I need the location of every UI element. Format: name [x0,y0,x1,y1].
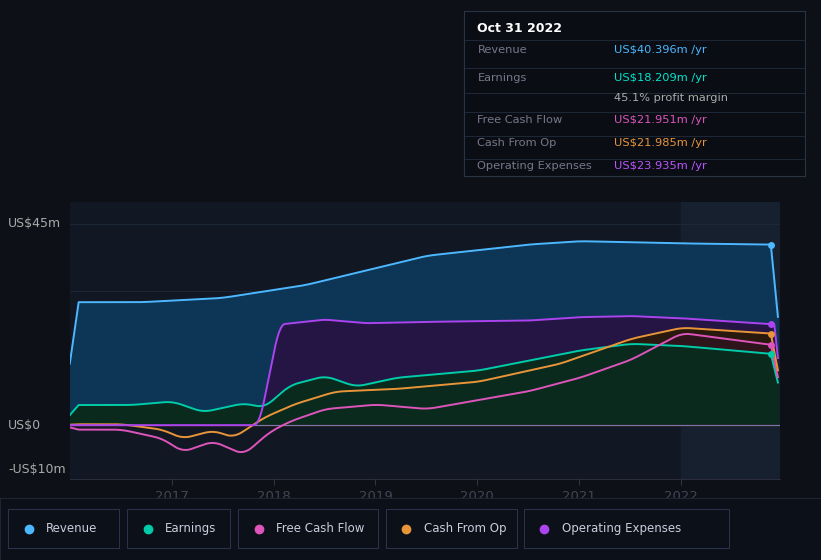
Text: Operating Expenses: Operating Expenses [478,161,592,171]
Text: Cash From Op: Cash From Op [424,522,506,535]
Text: US$40.396m /yr: US$40.396m /yr [614,45,706,55]
Text: US$21.985m /yr: US$21.985m /yr [614,138,707,148]
Text: Revenue: Revenue [46,522,98,535]
Text: US$21.951m /yr: US$21.951m /yr [614,115,707,125]
Text: US$0: US$0 [8,419,41,432]
Text: Earnings: Earnings [478,73,527,83]
Text: Operating Expenses: Operating Expenses [562,522,681,535]
Text: Oct 31 2022: Oct 31 2022 [478,22,562,35]
Text: -US$10m: -US$10m [8,463,66,477]
Text: 45.1% profit margin: 45.1% profit margin [614,93,727,103]
Text: US$23.935m /yr: US$23.935m /yr [614,161,707,171]
Text: US$18.209m /yr: US$18.209m /yr [614,73,707,83]
Bar [681,202,780,479]
Text: Earnings: Earnings [165,522,217,535]
Text: US$45m: US$45m [8,217,62,231]
Text: Cash From Op: Cash From Op [478,138,557,148]
Text: Revenue: Revenue [478,45,527,55]
Text: Free Cash Flow: Free Cash Flow [478,115,562,125]
Text: Free Cash Flow: Free Cash Flow [276,522,365,535]
